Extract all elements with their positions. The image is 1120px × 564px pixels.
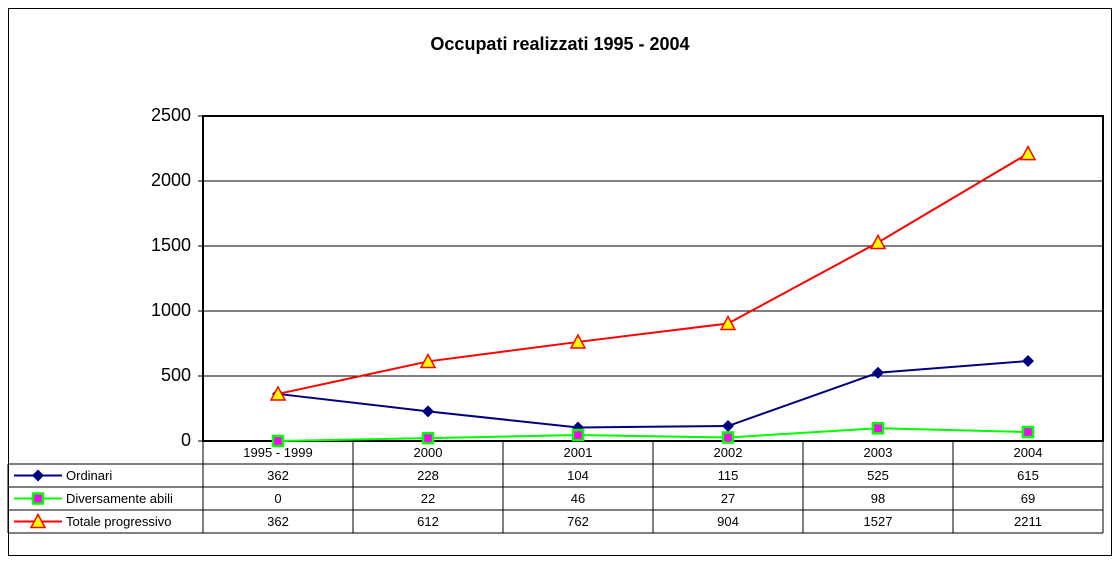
table-value: 525 (867, 468, 889, 483)
y-tick-label: 1000 (151, 300, 191, 320)
table-value: 69 (1021, 491, 1035, 506)
marker (32, 469, 44, 482)
legend-label: Totale progressivo (66, 514, 172, 529)
y-tick-label: 500 (161, 365, 191, 385)
table-value: 228 (417, 468, 439, 483)
table-value: 362 (267, 514, 289, 529)
table-value: 904 (717, 514, 739, 529)
plot-area (203, 116, 1103, 441)
marker (29, 512, 47, 529)
marker (719, 314, 737, 331)
table-value: 2211 (1014, 514, 1042, 529)
legend-label: Ordinari (66, 468, 112, 483)
table-value: 612 (417, 514, 439, 529)
marker (1022, 355, 1034, 368)
marker (571, 428, 585, 442)
series-line (277, 427, 1029, 442)
x-tick-label: 2002 (714, 445, 743, 460)
table-value: 104 (567, 468, 589, 483)
marker (721, 431, 735, 444)
y-tick-label: 2000 (151, 170, 191, 190)
marker (871, 422, 885, 435)
table-value: 27 (721, 491, 735, 506)
table-value: 615 (1017, 468, 1039, 483)
series-line (277, 152, 1029, 395)
table-value: 98 (871, 491, 885, 506)
y-tick-label: 2500 (151, 105, 191, 125)
x-tick-label: 1995 - 1999 (243, 445, 312, 460)
series-line (277, 360, 1029, 429)
marker (271, 434, 285, 448)
x-tick-label: 2004 (1014, 445, 1043, 460)
y-tick-label: 0 (181, 430, 191, 450)
marker (269, 385, 287, 401)
x-tick-label: 2001 (564, 445, 593, 460)
legend-label: Diversamente abili (66, 491, 173, 506)
marker (31, 492, 45, 505)
table-value: 115 (718, 468, 739, 483)
marker (872, 366, 884, 379)
table-value: 762 (567, 514, 589, 529)
y-tick-label: 1500 (151, 235, 191, 255)
x-tick-label: 2003 (864, 445, 893, 460)
marker (1019, 144, 1037, 161)
table-value: 362 (267, 468, 289, 483)
marker (1021, 425, 1035, 439)
x-tick-label: 2000 (414, 445, 443, 460)
table-value: 46 (571, 491, 585, 506)
marker (569, 333, 587, 349)
table-value: 22 (421, 491, 435, 506)
chart-title: Occupati realizzati 1995 - 2004 (430, 34, 689, 54)
table-value: 1527 (864, 514, 893, 529)
table-value: 0 (274, 491, 281, 506)
marker (421, 431, 435, 445)
marker (869, 233, 887, 250)
marker (722, 420, 734, 433)
marker (422, 405, 434, 418)
marker (419, 352, 437, 369)
